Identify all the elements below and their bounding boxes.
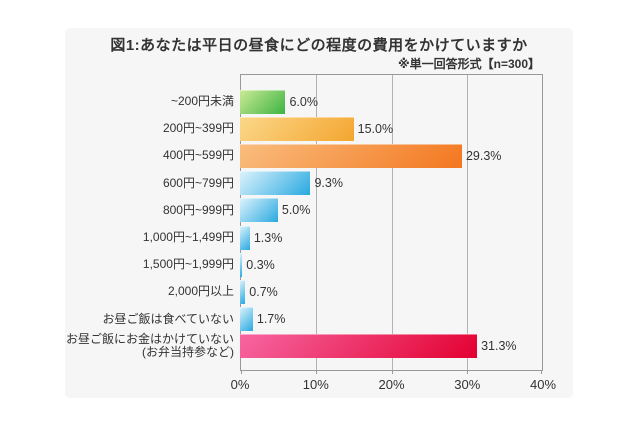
chart-row: ~200円未満 6.0% [65,88,543,115]
category-label: 800円~999円 [162,202,234,217]
bar-track: 0.3% [240,251,543,278]
axis-tick [241,370,242,374]
chart-row: お昼ご飯にお金はかけていない (お弁当持参など) 31.3% [65,333,543,360]
axis-tick [466,370,468,374]
chart-title: 図1:あなたは平日の昼食にどの程度の費用をかけていますか [110,37,528,54]
chart-row: 2,000円以上 0.7% [65,278,543,305]
value-label: 31.3% [481,339,517,354]
value-label: 1.3% [253,230,283,245]
value-label: 15.0% [357,121,394,136]
category-label: 2,000円以上 [167,284,234,299]
bar-track: 6.0% [240,88,543,115]
chart-row: お昼ご飯は食べていない 1.7% [65,306,543,333]
bar [240,252,243,277]
axis-tick [391,370,393,374]
bar [240,116,354,141]
chart-row: 200円~399円 15.0% [65,115,543,142]
category-label: 1,000円~1,499円 [142,230,234,245]
bar [240,225,250,250]
chart-row: 600円~799円 9.3% [65,170,543,197]
value-label: 29.3% [465,148,502,163]
category-label: お昼ご飯にお金はかけていない (お弁当持参など) [65,332,234,360]
category-label: お昼ご飯は食べていない [102,311,234,326]
chart-rows: ~200円未満 6.0% 200円~399円 15.0% 400円~599円 29.3% 6… [65,88,543,360]
x-tick-label: 10% [302,377,329,392]
value-label: 1.7% [256,312,286,327]
category-label: 1,500円~1,999円 [142,257,234,272]
value-label: 9.3% [314,176,343,191]
chart-row: 1,500円~1,999円 0.3% [65,251,543,278]
bar-track: 0.7% [240,278,543,305]
x-tick-label: 0% [230,377,250,392]
value-label: 6.0% [289,94,318,109]
category-label: 200円~399円 [162,121,234,136]
x-tick-label: 30% [454,377,481,392]
gridline [391,75,393,370]
x-tick-label: 40% [529,377,557,392]
bar [240,198,278,223]
chart-row: 800円~999円 5.0% [65,197,543,224]
value-label: 5.0% [281,203,311,218]
value-label: 0.7% [249,284,278,299]
value-label: 0.3% [246,257,275,272]
bar-track: 9.3% [240,170,543,197]
bar-track: 29.3% [240,142,543,169]
gridline [316,75,318,370]
category-label: ~200円未満 [170,94,234,109]
axis-tick [541,370,542,374]
bar [240,143,462,168]
bar [240,171,311,196]
bar-track: 15.0% [240,115,543,142]
chart-row: 1,000円~1,499円 1.3% [65,224,543,251]
gridline [466,75,468,370]
bar-track: 1.3% [240,224,543,251]
bar [240,334,478,359]
axis-tick [316,370,318,374]
bar-track: 31.3% [240,333,543,360]
x-tick-label: 20% [378,377,405,392]
bar [240,89,286,114]
chart-panel: 図1:あなたは平日の昼食にどの程度の費用をかけていますか ※単一回答形式【n=3… [65,28,573,398]
chart-row: 400円~599円 29.3% [65,142,543,169]
bar-track: 5.0% [240,197,543,224]
bar [240,279,246,304]
x-axis-labels: 0% 10% 20% 30% 40% [231,377,556,393]
category-label: 600円~799円 [162,175,234,190]
bar [240,307,253,332]
chart-note: ※単一回答形式【n=300】 [397,57,540,71]
bar-track: 1.7% [240,306,543,333]
category-label: 400円~599円 [162,148,234,163]
